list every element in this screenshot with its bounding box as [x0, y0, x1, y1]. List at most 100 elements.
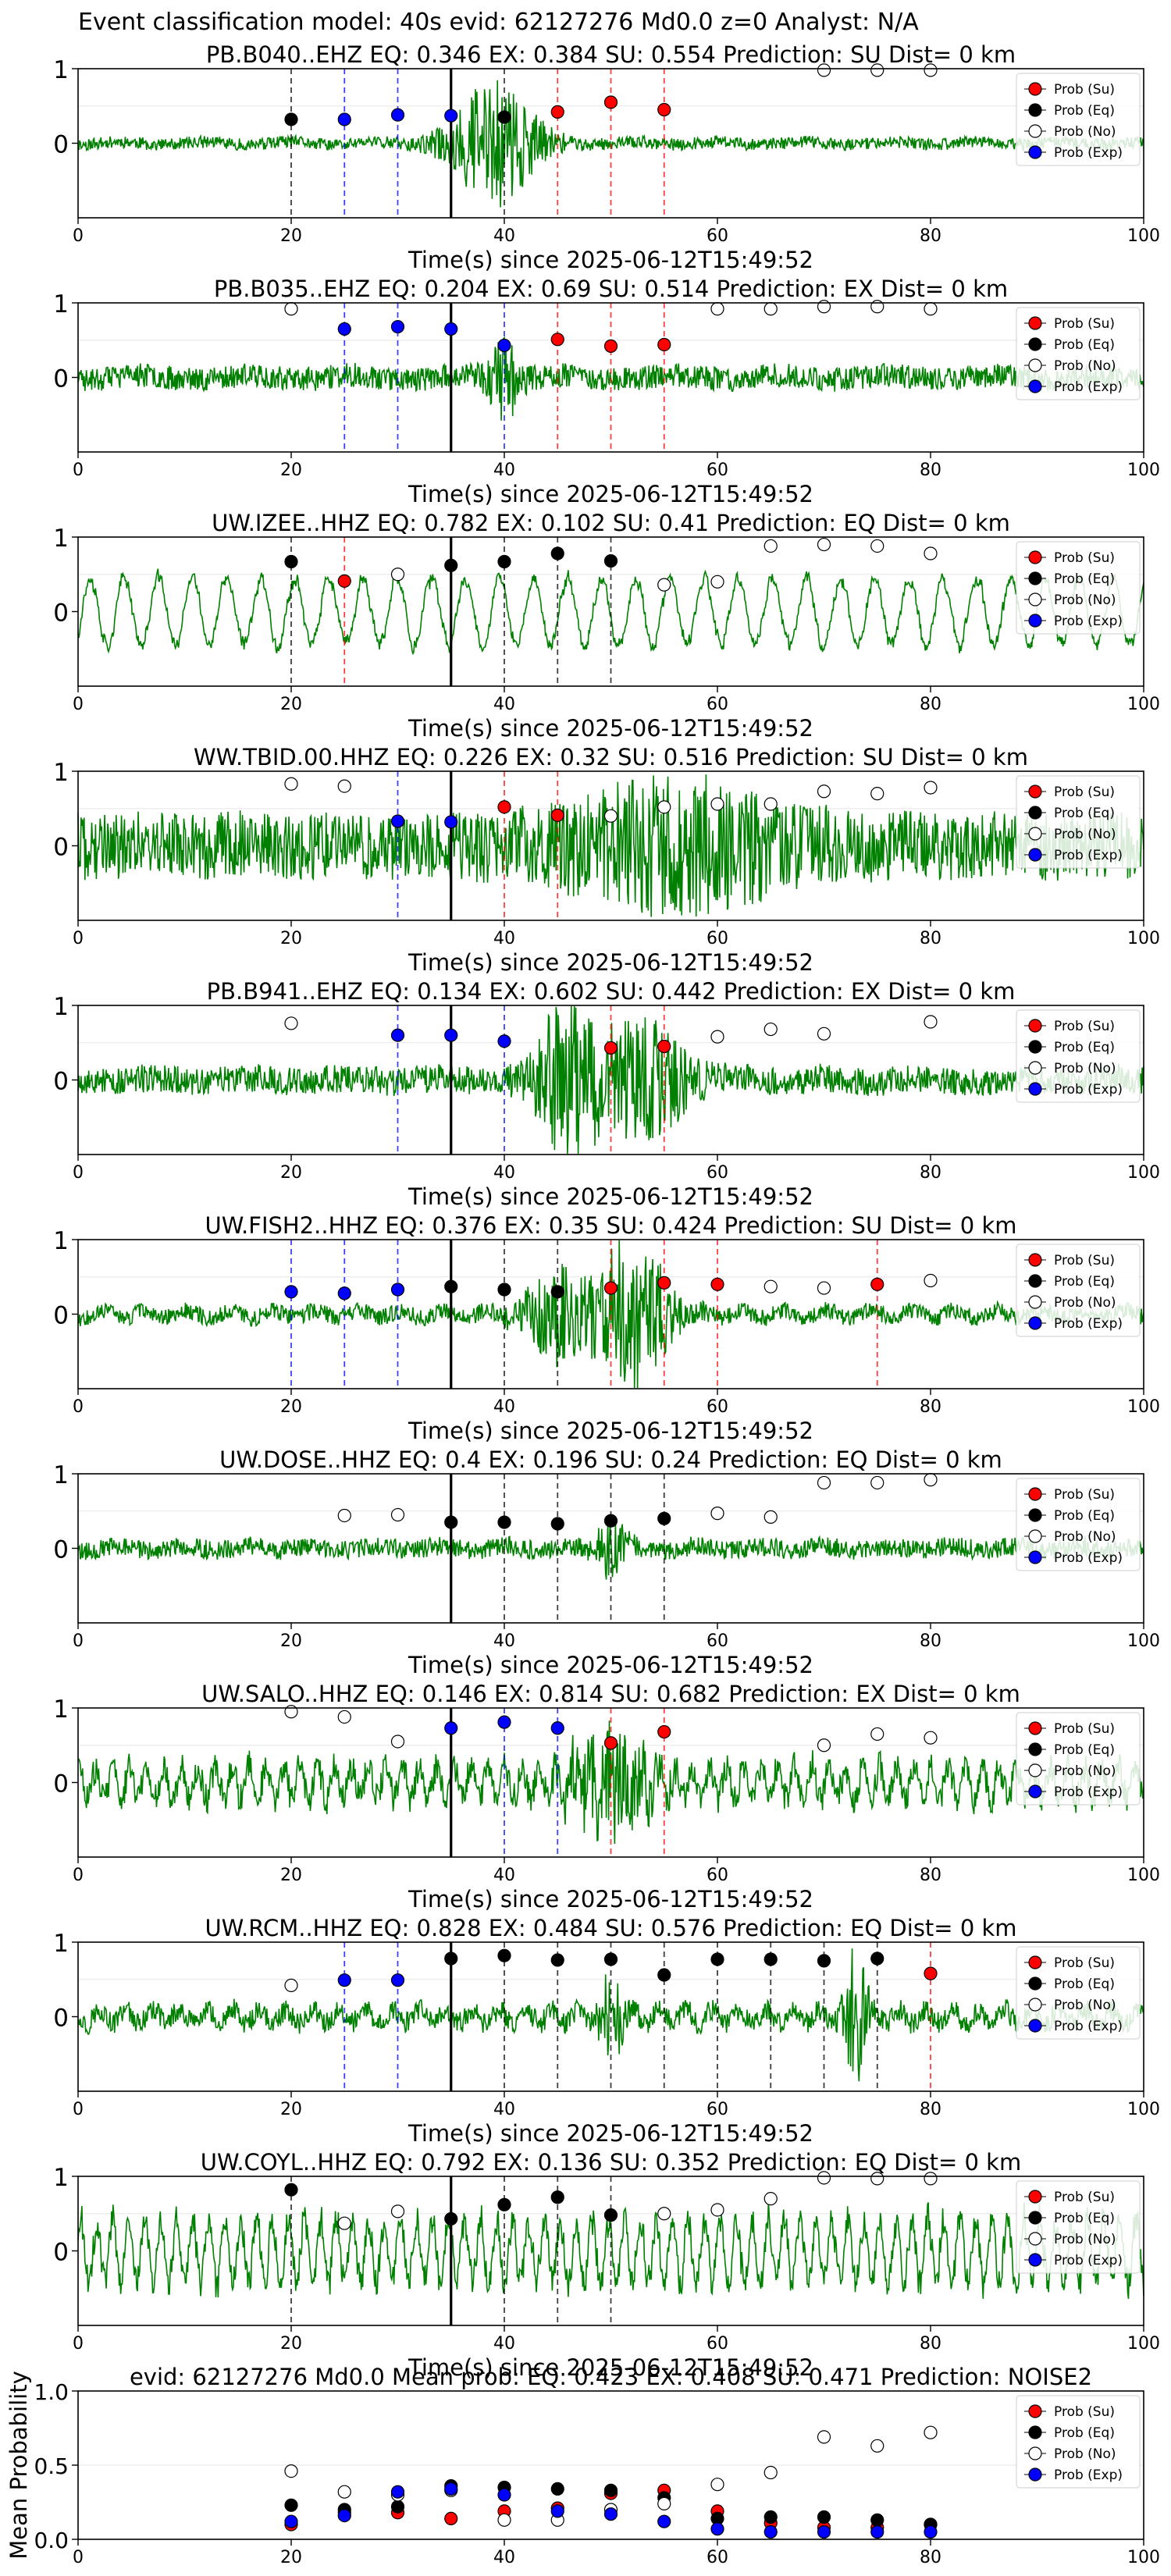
- prob-point: [444, 1721, 458, 1735]
- prob-point: [870, 1277, 884, 1291]
- prob-point: [284, 2183, 298, 2197]
- x-tick-label: 100: [1127, 695, 1160, 714]
- panel-title: UW.RCM..HHZ EQ: 0.828 EX: 0.484 SU: 0.57…: [205, 1915, 1016, 1941]
- prob-point: [870, 539, 884, 553]
- prob-point: [763, 797, 778, 811]
- legend-label: Prob (Su): [1054, 1253, 1115, 1268]
- prob-point: [337, 2485, 351, 2499]
- y-axis-label: Mean Probability: [5, 2371, 32, 2560]
- prob-point: [390, 568, 405, 582]
- prob-point: [497, 1034, 511, 1048]
- prob-point: [390, 1283, 405, 1297]
- station-panel-10: UW.COYL..HHZ EQ: 0.792 EX: 0.136 SU: 0.3…: [53, 2149, 1160, 2381]
- prob-point: [444, 109, 458, 123]
- prob-point: [924, 2425, 938, 2439]
- prob-point: [497, 2197, 511, 2211]
- legend-marker: [1028, 1019, 1042, 1033]
- prob-point: [603, 809, 618, 823]
- legend-label: Prob (Su): [1054, 1019, 1115, 1034]
- prob-point: [817, 2510, 831, 2524]
- station-panel-8: UW.SALO..HHZ EQ: 0.146 EX: 0.814 SU: 0.6…: [53, 1681, 1160, 1912]
- panel-title: PB.B040..EHZ EQ: 0.346 EX: 0.384 SU: 0.5…: [206, 41, 1016, 68]
- x-tick-label: 20: [280, 1397, 302, 1417]
- legend-label: Prob (No): [1054, 1763, 1116, 1779]
- prob-point: [710, 575, 724, 589]
- legend-marker: [1028, 1976, 1042, 1991]
- legend-label: Prob (Exp): [1054, 145, 1123, 161]
- y-tick-label: 0.0: [34, 2528, 69, 2553]
- prob-point: [284, 777, 298, 791]
- prob-point: [444, 558, 458, 572]
- figure-title: Event classification model: 40s evid: 62…: [78, 9, 919, 36]
- legend-label: Prob (No): [1054, 358, 1116, 374]
- legend-marker: [1028, 82, 1042, 96]
- x-tick-label: 40: [493, 929, 515, 948]
- prob-point: [284, 1705, 298, 1719]
- prob-point: [657, 1511, 671, 1525]
- panel-title: UW.SALO..HHZ EQ: 0.146 EX: 0.814 SU: 0.6…: [201, 1681, 1020, 1707]
- prob-point: [284, 112, 298, 126]
- y-tick-label: 0: [53, 1302, 69, 1330]
- y-tick-label: 0: [53, 1068, 69, 1096]
- x-tick-label: 80: [920, 226, 941, 246]
- prob-point: [444, 322, 458, 336]
- legend-box: [1016, 541, 1141, 635]
- x-tick-label: 100: [1127, 1163, 1160, 1183]
- prob-point: [763, 539, 778, 553]
- prob-point: [924, 1966, 938, 1980]
- x-axis-label: Time(s) since 2025-06-12T15:49:52: [408, 2354, 813, 2381]
- panel-title: WW.TBID.00.HHZ EQ: 0.226 EX: 0.32 SU: 0.…: [194, 744, 1028, 770]
- x-tick-label: 60: [707, 1397, 728, 1417]
- x-tick-label: 40: [493, 226, 515, 246]
- x-tick-label: 100: [1127, 1866, 1160, 1885]
- y-tick-label: 0: [53, 131, 69, 159]
- station-panel-9: UW.RCM..HHZ EQ: 0.828 EX: 0.484 SU: 0.57…: [53, 1915, 1160, 2147]
- x-tick-label: 40: [493, 2548, 515, 2567]
- prob-point: [657, 1039, 671, 1054]
- prob-point: [870, 300, 884, 314]
- x-tick-label: 40: [493, 1163, 515, 1183]
- prob-point: [657, 337, 671, 352]
- prob-point: [870, 1727, 884, 1742]
- legend-marker: [1028, 337, 1042, 351]
- prob-point: [550, 2482, 564, 2496]
- prob-point: [603, 1281, 618, 1295]
- x-tick-label: 40: [493, 2334, 515, 2354]
- prob-point: [817, 2430, 831, 2444]
- x-tick-label: 80: [920, 2334, 941, 2354]
- waveform-trace: [77, 1240, 1144, 1389]
- prob-point: [444, 2211, 458, 2226]
- prob-point: [603, 339, 618, 353]
- x-tick-label: 20: [280, 1866, 302, 1885]
- x-tick-label: 40: [493, 695, 515, 714]
- prob-point: [763, 1952, 778, 1966]
- prob-point: [337, 1286, 351, 1300]
- legend-label: Prob (Su): [1054, 1955, 1115, 1971]
- waveform-trace: [77, 774, 1144, 917]
- legend-label: Prob (Exp): [1054, 614, 1123, 629]
- prob-point: [550, 2504, 564, 2518]
- legend-label: Prob (No): [1054, 827, 1116, 842]
- legend: Prob (Su) Prob (Eq) Prob (No) Prob (Exp): [1016, 1946, 1141, 2040]
- prob-point: [924, 1273, 938, 1288]
- prob-point: [657, 1968, 671, 1982]
- x-tick-label: 100: [1127, 2548, 1160, 2567]
- prob-point: [337, 322, 351, 336]
- prob-point: [603, 95, 618, 109]
- prob-point: [337, 779, 351, 793]
- panel-title: UW.IZEE..HHZ EQ: 0.782 EX: 0.102 SU: 0.4…: [212, 510, 1010, 536]
- prob-point: [550, 1953, 564, 1967]
- legend-marker: [1028, 1061, 1042, 1075]
- station-panel-6: UW.FISH2..HHZ EQ: 0.376 EX: 0.35 SU: 0.4…: [53, 1212, 1160, 1444]
- legend-label: Prob (Exp): [1054, 1082, 1123, 1098]
- x-tick-label: 100: [1127, 1631, 1160, 1651]
- x-tick-label: 80: [920, 1397, 941, 1417]
- prob-point: [390, 1507, 405, 1522]
- legend-label: Prob (No): [1054, 1529, 1116, 1545]
- legend-marker: [1028, 1721, 1042, 1735]
- prob-point: [284, 1978, 298, 1992]
- legend-box: [1016, 73, 1141, 166]
- panel-title: UW.COYL..HHZ EQ: 0.792 EX: 0.136 SU: 0.3…: [201, 2149, 1021, 2176]
- legend-label: Prob (Eq): [1054, 337, 1115, 353]
- legend: Prob (Su) Prob (Eq) Prob (No) Prob (Exp): [1016, 1009, 1141, 1103]
